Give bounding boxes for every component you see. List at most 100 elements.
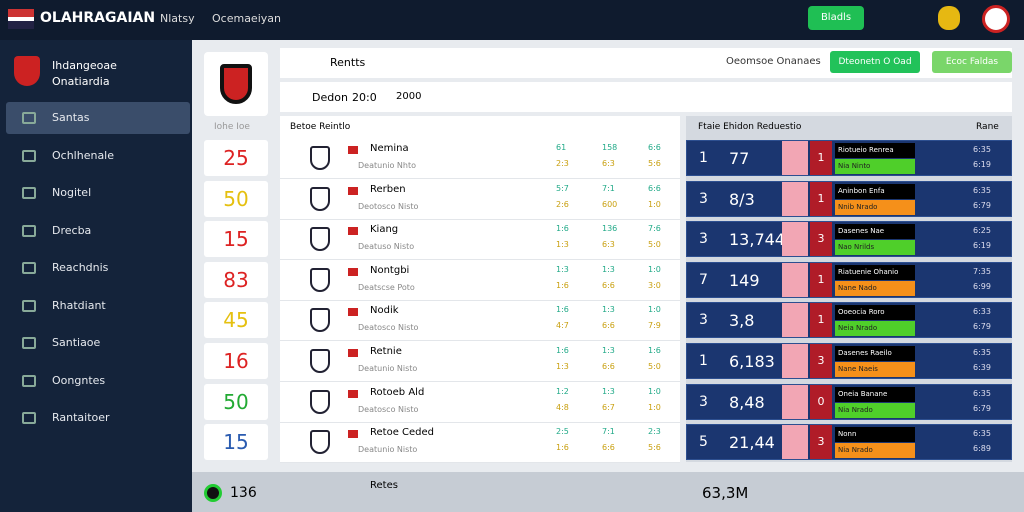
small-stat: 6:99: [973, 281, 991, 291]
footer-score: 136: [230, 485, 257, 501]
team-sub: Deatosco Nisto: [358, 323, 419, 333]
row-divider: [280, 218, 680, 220]
standing-row[interactable]: 1 6,183 3 Dasenes Raeilo Nane Naeis 6:35 6:39: [686, 343, 1012, 379]
rank: 3: [699, 190, 708, 207]
small-stat: 6:19: [973, 241, 991, 251]
nav-link[interactable]: Ocemaeiyan: [212, 12, 281, 25]
score: 8/3: [729, 189, 755, 209]
pos: 1: [810, 141, 832, 175]
stat: 6:6: [602, 321, 615, 331]
standing-row[interactable]: 5 21,44 3 Nonn Nia Nrado 6:35 6:89: [686, 424, 1012, 461]
flag: [348, 349, 358, 357]
nav-item[interactable]: Ochlhenale: [6, 140, 190, 172]
label: Ooeocia Roro: [835, 305, 915, 321]
note: Nia Nrado: [835, 402, 915, 418]
team-badge: [310, 349, 330, 373]
stat: 2:6: [556, 199, 569, 209]
score-card: 15: [204, 424, 268, 461]
team-name[interactable]: Rotoeb Ald: [370, 386, 425, 398]
badge-bg: [782, 425, 808, 460]
note: Nao Nrilds: [835, 240, 915, 256]
label: Dasenes Raeilo: [835, 346, 915, 361]
badge-bg: [782, 344, 808, 378]
team-badge: [310, 308, 330, 333]
score-card: 16: [204, 343, 268, 379]
stat: 6:6: [602, 362, 615, 371]
standing-row[interactable]: 7 149 1 Riatuenie Ohanio Nane Nado 7:35 6:99: [686, 261, 1012, 298]
team-name[interactable]: Kiang: [370, 224, 399, 236]
team-name[interactable]: Nodik: [370, 305, 399, 317]
stat: 6:3: [602, 159, 615, 168]
team-sub: Deatosco Nisto: [358, 404, 419, 414]
team-badge: [310, 389, 330, 414]
nav-label: Rantaitoer: [52, 411, 110, 424]
team-name[interactable]: Retoe Ceded: [370, 427, 435, 439]
score: 6,183: [729, 352, 775, 371]
stat: 7:1: [602, 427, 615, 437]
status-dot: [204, 484, 222, 502]
stat: 600: [602, 199, 618, 209]
stat: 1:6: [556, 443, 569, 453]
stat: 1:3: [602, 346, 615, 355]
team-badge: [310, 146, 330, 170]
standings-header: Ftaie Ehidon Reduestio: [698, 122, 802, 132]
primary-button[interactable]: Dteonetn O Oad: [830, 51, 920, 73]
stat: 1:0: [648, 402, 661, 412]
team-name[interactable]: Nontgbi: [370, 264, 410, 276]
stat: 6:3: [602, 240, 615, 250]
nav-label: Ochlhenale: [52, 148, 115, 162]
team-badge: [310, 227, 330, 252]
nav-item[interactable]: Santiaoe: [6, 327, 190, 359]
nav-item[interactable]: Nogitel: [6, 177, 190, 209]
nav-label: Nogitel: [52, 186, 92, 199]
standing-row[interactable]: 1 77 1 Riotueio Renrea Nia Ninto 6:35 6:19: [686, 140, 1012, 176]
nav-item[interactable]: Reachdnis: [6, 252, 190, 284]
stat: 6:6: [602, 443, 615, 453]
standing-row[interactable]: 3 8,48 0 Oneia Banane Nia Nrado 6:35 6:79: [686, 383, 1012, 420]
stat: 1:3: [602, 386, 615, 396]
small-stat: 6:79: [973, 322, 991, 332]
nav-item[interactable]: Rhatdiant: [6, 290, 190, 322]
standing-row[interactable]: 3 8/3 1 Aninbon Enfa Nnib Nrado 6:35 6:79: [686, 180, 1012, 217]
nav-item[interactable]: Rantaitoer: [6, 402, 190, 434]
small-stat: 6:79: [973, 200, 991, 210]
note: Nane Naeis: [835, 362, 915, 377]
team-name[interactable]: Nemina: [370, 143, 409, 154]
label: Aninbon Enfa: [835, 183, 915, 199]
toolbar-title: Rentts: [330, 56, 366, 69]
stat: 1:0: [648, 386, 661, 396]
nav-item[interactable]: Santas: [6, 102, 190, 134]
team-name[interactable]: Rerben: [370, 183, 406, 195]
nav-label: Santas: [52, 111, 90, 124]
match-bar: Dedon 20:0 2000: [280, 82, 1012, 112]
secondary-button[interactable]: Ecoc Faldas: [932, 51, 1012, 73]
score-card: 15: [204, 221, 268, 258]
standing-row[interactable]: 3 3,8 1 Ooeocia Roro Neia Nrado 6:33 6:79: [686, 302, 1012, 339]
nav-item[interactable]: Drecba: [6, 215, 190, 247]
stat: 1:3: [556, 240, 569, 250]
nav-icon: [22, 149, 36, 162]
nav-icon: [22, 337, 36, 349]
nav-label: Reachdnis: [52, 261, 109, 274]
stat: 5:7: [556, 183, 569, 193]
header-button[interactable]: Bladls: [808, 6, 864, 30]
team-badge: [310, 186, 330, 211]
rank: 1: [699, 353, 708, 369]
team-name[interactable]: Retnie: [370, 346, 402, 357]
team-sub: Deatuso Nisto: [358, 242, 415, 252]
rank: 3: [699, 393, 708, 410]
score: 13,744: [729, 230, 785, 250]
club-logo-card: [204, 52, 268, 116]
stat: 6:7: [602, 402, 615, 412]
small-stat: 6:19: [973, 160, 991, 169]
stat: 7:1: [602, 183, 615, 193]
score: 3,8: [729, 311, 755, 331]
label: Oneia Banane: [835, 386, 915, 402]
score: 8,48: [729, 392, 765, 412]
nav-link[interactable]: Nlatsy: [160, 12, 195, 25]
avatar[interactable]: [982, 5, 1010, 33]
standing-row[interactable]: 3 13,744 3 Dasenes Nae Nao Nrilds 6:25 6:19: [686, 221, 1012, 258]
nav-item[interactable]: Oongntes: [6, 365, 190, 397]
club-name: Ihdangeoae Onatiardia: [52, 59, 117, 88]
note: Neia Nrado: [835, 321, 915, 337]
